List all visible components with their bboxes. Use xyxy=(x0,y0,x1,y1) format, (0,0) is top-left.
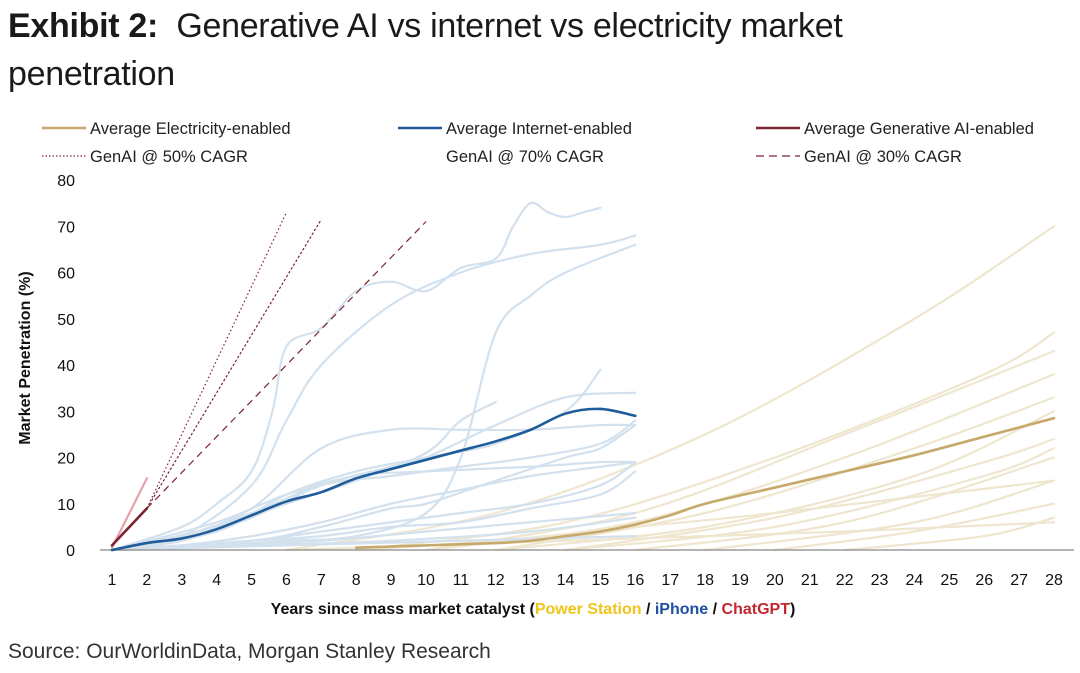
internet-background-line-2 xyxy=(110,234,637,552)
x-axis-label-prefix: Years since mass market catalyst ( xyxy=(271,601,536,618)
y-tick-label-40: 40 xyxy=(57,358,75,375)
legend-label-average-internet-enabled: Average Internet-enabled xyxy=(446,120,632,138)
y-axis-label: Market Penetration (%) xyxy=(17,271,34,444)
electricity-background-line-9 xyxy=(634,456,1056,552)
x-axis-label-part-4: / xyxy=(708,601,721,618)
x-tick-label-10: 10 xyxy=(417,572,435,589)
x-tick-label-23: 23 xyxy=(871,572,889,589)
electricity-background-line-12 xyxy=(843,516,1056,552)
x-tick-label-22: 22 xyxy=(836,572,854,589)
internet-background-line-15 xyxy=(110,424,637,552)
y-tick-label-30: 30 xyxy=(57,404,75,421)
background-series-layer xyxy=(110,201,1056,552)
legend-label-average-generative-ai-enabled: Average Generative AI-enabled xyxy=(804,120,1034,138)
x-tick-label-3: 3 xyxy=(177,572,186,589)
legend-label-genai-70-cagr: GenAI @ 70% CAGR xyxy=(446,148,604,166)
y-tick-label-60: 60 xyxy=(57,266,75,283)
legend-label-genai-50-cagr: GenAI @ 50% CAGR xyxy=(90,148,248,166)
x-tick-label-8: 8 xyxy=(352,572,361,589)
x-tick-label-18: 18 xyxy=(696,572,714,589)
x-tick-label-7: 7 xyxy=(317,572,326,589)
average-electricity-enabled-line xyxy=(354,416,1056,549)
x-tick-label-9: 9 xyxy=(387,572,396,589)
x-tick-label-2: 2 xyxy=(142,572,151,589)
x-tick-label-16: 16 xyxy=(626,572,644,589)
x-tick-label-19: 19 xyxy=(731,572,749,589)
legend: Average Electricity-enabled Average Inter… xyxy=(42,120,1034,166)
x-axis-label-part-5: ChatGPT xyxy=(722,601,791,618)
internet-background-line-7 xyxy=(110,400,497,552)
x-axis-label-part-1: Power Station xyxy=(535,601,642,618)
electricity-background-line-10 xyxy=(704,479,1056,552)
legend-label-average-electricity-enabled: Average Electricity-enabled xyxy=(90,120,291,138)
y-tick-label-50: 50 xyxy=(57,312,75,329)
y-tick-label-0: 0 xyxy=(66,543,75,560)
internet-background-line-16 xyxy=(110,460,637,552)
x-tick-label-24: 24 xyxy=(906,572,924,589)
electricity-background-line-3 xyxy=(424,350,1056,552)
main-series-layer xyxy=(110,212,1056,552)
title-line-2: penetration xyxy=(8,55,175,93)
x-tick-label-25: 25 xyxy=(940,572,958,589)
x-tick-label-1: 1 xyxy=(108,572,117,589)
x-tick-label-6: 6 xyxy=(282,572,291,589)
exhibit-label: Exhibit 2: xyxy=(8,7,159,45)
electricity-background-line-8 xyxy=(564,447,1056,552)
internet-background-line-8 xyxy=(110,419,637,552)
x-tick-label-14: 14 xyxy=(557,572,575,589)
electricity-background-line-6 xyxy=(494,410,1056,552)
x-tick-label-4: 4 xyxy=(212,572,221,589)
x-axis-label: Years since mass market catalyst (Power … xyxy=(271,601,796,618)
y-tick-label-80: 80 xyxy=(57,173,75,190)
x-tick-label-28: 28 xyxy=(1045,572,1063,589)
x-tick-label-20: 20 xyxy=(766,572,784,589)
x-tick-label-5: 5 xyxy=(247,572,256,589)
average-internet-enabled-line xyxy=(110,407,637,552)
x-tick-label-12: 12 xyxy=(487,572,505,589)
y-tick-label-70: 70 xyxy=(57,219,75,236)
genai-50-cagr-line xyxy=(146,212,287,509)
title-line-1: Generative AI vs internet vs electricity… xyxy=(176,7,843,45)
x-axis-label-part-2: / xyxy=(642,601,655,618)
genai-70-cagr-line xyxy=(146,219,322,509)
x-axis-label-part-3: iPhone xyxy=(655,601,708,618)
electricity-background-line-7 xyxy=(564,437,1056,552)
genai-30-cagr-line xyxy=(146,221,427,509)
genai-background-line-1 xyxy=(110,477,148,549)
x-tick-label-27: 27 xyxy=(1010,572,1028,589)
internet-background-line-1 xyxy=(110,201,602,552)
electricity-background-line-11 xyxy=(773,502,1056,552)
x-tick-label-11: 11 xyxy=(453,572,470,589)
source-note: Source: OurWorldinData, Morgan Stanley R… xyxy=(8,640,491,663)
page-title: Exhibit 2: Generative AI vs internet vs … xyxy=(8,2,1068,98)
legend-label-genai-30-cagr: GenAI @ 30% CAGR xyxy=(804,148,962,166)
x-axis-label-suffix: ) xyxy=(790,601,795,618)
y-tick-label-10: 10 xyxy=(57,497,75,514)
electricity-background-line-5 xyxy=(494,396,1056,552)
electricity-background-line-1 xyxy=(285,225,1056,552)
y-tick-label-20: 20 xyxy=(57,451,75,468)
x-tick-label-21: 21 xyxy=(801,572,819,589)
x-tick-label-17: 17 xyxy=(661,572,679,589)
x-tick-label-26: 26 xyxy=(975,572,993,589)
x-tick-label-13: 13 xyxy=(522,572,540,589)
average-generative-ai-enabled-line xyxy=(110,507,149,547)
x-tick-label-15: 15 xyxy=(592,572,610,589)
